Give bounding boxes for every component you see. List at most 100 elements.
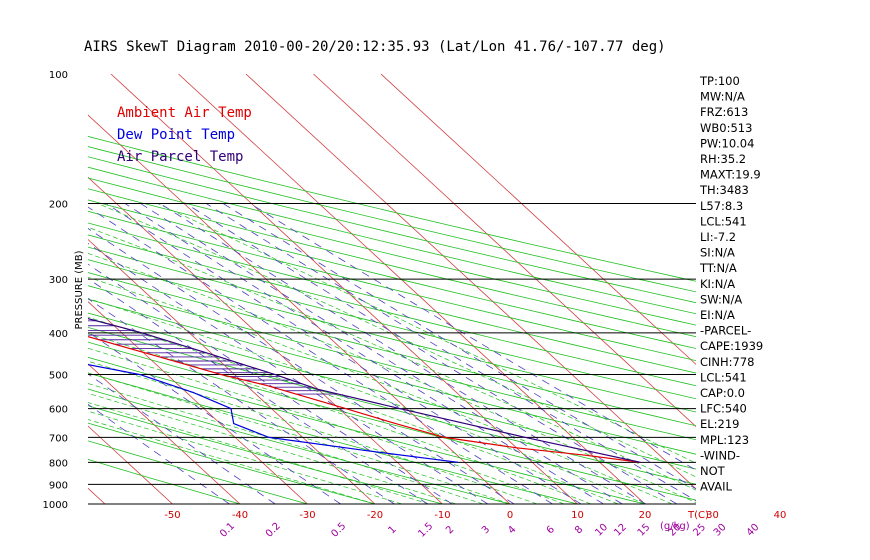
moist-adiabat-line (88, 383, 484, 504)
dry-adiabat-line (88, 440, 308, 504)
dry-adiabat-line (88, 259, 696, 413)
profile-ambient-air-temp (88, 336, 641, 463)
mixing-ratio-tick-label: 0.5 (329, 521, 348, 540)
dry-adiabat-line (88, 341, 696, 501)
dry-adiabat-line (88, 246, 696, 400)
dry-adiabat-line (88, 459, 241, 504)
index-label: L57:8.3 (700, 199, 743, 213)
mixing-ratio-line (88, 373, 276, 504)
index-label: EL:219 (700, 417, 740, 431)
isotherm-line (88, 114, 511, 504)
moist-adiabat-line (88, 347, 565, 504)
isotherm-line (88, 176, 443, 504)
dry-adiabat-line (88, 356, 646, 504)
mixing-ratio-tick-label: 10 (593, 522, 610, 539)
isotherm-line (245, 74, 696, 490)
index-label: LFC:540 (700, 402, 747, 416)
mixing-ratio-line (88, 242, 489, 504)
dry-adiabat-line (88, 298, 696, 455)
bottom-temp-tick-label: 10 (571, 510, 584, 521)
bottom-temp-unit: T(C) (687, 510, 709, 521)
bottom-temp-tick-label: -30 (299, 510, 315, 521)
isotherm-line (178, 74, 646, 504)
mixing-ratio-line (88, 206, 553, 504)
legend: Ambient Air Temp Dew Point Temp Air Parcel… (117, 105, 252, 165)
isotherm-line (88, 301, 308, 504)
index-label: EI:N/A (700, 308, 735, 322)
index-label: CINH:778 (700, 355, 755, 369)
index-label: TP:100 (699, 74, 740, 88)
mixing-ratio-unit: (g/kg) (660, 521, 690, 532)
y-axis-label: PRESSURE (MB) (74, 250, 85, 329)
index-label: LI:-7.2 (700, 230, 736, 244)
bottom-temp-tick-label: 30 (706, 510, 719, 521)
index-label: PW:10.04 (700, 136, 754, 150)
dry-adiabat-line (88, 234, 696, 387)
mixing-ratio-tick-label: 0.2 (264, 521, 283, 540)
moist-adiabat-line (88, 402, 430, 504)
mixing-ratio-tick-label: 25 (691, 522, 708, 539)
pressure-tick-label: 700 (49, 433, 68, 444)
pressure-tick-label: 500 (49, 371, 68, 382)
isotherm-line (313, 74, 696, 428)
index-label: TH:3483 (699, 183, 749, 197)
legend-entry: Dew Point Temp (117, 127, 235, 143)
index-label: FRZ:613 (700, 105, 748, 119)
isotherm-line (88, 238, 376, 504)
index-label: AVAIL (700, 480, 733, 494)
isotherm-line (88, 425, 173, 504)
mixing-ratio-tick-label: 30 (712, 522, 729, 539)
isotherm-line (0, 74, 38, 504)
moist-adiabat-line (97, 203, 696, 478)
isotherm-line (88, 363, 241, 504)
index-label: MPL:123 (700, 433, 749, 447)
dry-adiabat-line (88, 326, 696, 485)
mixing-ratio-line (124, 203, 604, 504)
mixing-ratio-tick-label: 0.1 (218, 521, 237, 540)
bottom-temp-tick-label: -20 (367, 510, 383, 521)
dry-adiabat-line (88, 135, 696, 282)
mixing-ratio-tick-label: 4 (506, 524, 518, 536)
mixing-ratio-tick-label: 2 (444, 524, 456, 536)
moist-adiabat-line (88, 276, 673, 504)
dry-adiabat-line (88, 422, 376, 504)
pressure-tick-label: 1000 (43, 500, 68, 511)
mixing-ratio-tick-label: 1.5 (416, 521, 435, 540)
mixing-ratio-line (88, 228, 515, 504)
profile-dew-point-temp (88, 363, 459, 463)
bottom-temp-tick-label: 40 (774, 510, 787, 521)
pressure-tick-label: 400 (49, 329, 68, 340)
index-label: SW:N/A (700, 292, 742, 306)
index-label: NOT (700, 464, 726, 478)
dry-adiabat-line (88, 312, 696, 470)
mixing-ratio-line (222, 203, 696, 490)
dry-adiabat-line (88, 199, 696, 349)
profile-lines (88, 317, 641, 463)
index-label: RH:35.2 (700, 152, 746, 166)
bottom-temp-tick-label: -40 (232, 510, 248, 521)
pressure-tick-label: 300 (49, 275, 68, 286)
mixing-ratio-tick-label: 3 (480, 524, 492, 536)
index-label: LCL:541 (700, 370, 747, 384)
moist-adiabat-line (88, 252, 696, 504)
bottom-temp-tick-label: -10 (434, 510, 450, 521)
dry-adiabat-line (88, 285, 696, 441)
dry-adiabat-line (88, 272, 696, 427)
legend-entry: Air Parcel Temp (117, 149, 243, 165)
chart-title: AIRS SkewT Diagram 2010-00-20/20:12:35.9… (84, 39, 666, 55)
index-label: LCL:541 (700, 214, 747, 228)
index-label: MW:N/A (700, 90, 745, 104)
mixing-ratio-line (88, 403, 230, 504)
mixing-ratio-tick-label: 15 (636, 522, 653, 539)
mixing-ratio-tick-label: 12 (612, 522, 629, 539)
mixing-ratio-tick-label: 1 (386, 524, 398, 536)
moist-adiabat-line (88, 360, 538, 504)
index-label: -WIND- (700, 448, 740, 462)
dry-adiabat-line (88, 388, 511, 504)
mixing-ratio-tick-label: 40 (745, 522, 762, 539)
index-label: SI:N/A (700, 246, 735, 260)
bottom-temp-tick-label: 20 (639, 510, 652, 521)
dry-adiabat-line (88, 166, 696, 315)
